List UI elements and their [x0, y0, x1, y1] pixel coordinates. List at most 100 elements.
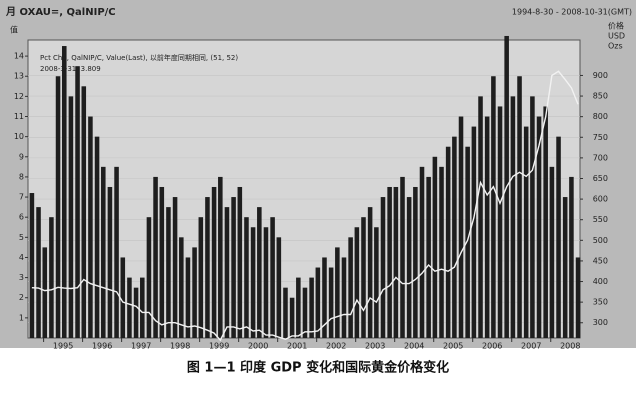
bar: [517, 76, 522, 339]
bar: [153, 176, 158, 338]
bar: [328, 267, 334, 338]
bar: [471, 126, 477, 338]
y2-tick-label: 750: [593, 133, 608, 142]
bar: [341, 257, 347, 338]
x-tick-label: 2002: [326, 342, 346, 351]
bar: [101, 166, 106, 338]
bar: [244, 217, 249, 338]
y2-tick-label: 300: [593, 318, 608, 327]
bar: [536, 116, 542, 338]
bar: [75, 66, 80, 339]
x-tick-label: 1996: [92, 342, 112, 351]
bar: [543, 106, 548, 338]
y-tick-label: 1: [19, 313, 24, 322]
bar: [270, 217, 275, 338]
bar: [192, 247, 197, 338]
y-tick-label: 6: [19, 213, 24, 222]
right-axis-unit: 价格: [608, 21, 624, 31]
y-tick-label: 13: [14, 72, 24, 81]
legend-line: 2008-3-31, 3.809: [40, 65, 101, 73]
bar: [205, 197, 210, 338]
bar: [276, 237, 282, 338]
bar: [237, 186, 243, 338]
y-tick-label: 4: [19, 253, 24, 262]
bar: [81, 86, 87, 338]
bar: [283, 287, 288, 338]
bar: [510, 96, 516, 338]
bar: [94, 136, 100, 338]
y2-tick-label: 800: [593, 112, 608, 121]
bar: [315, 267, 321, 338]
bar: [413, 186, 418, 338]
y2-tick-label: 900: [593, 71, 608, 80]
bar: [452, 136, 457, 338]
bar: [231, 197, 236, 338]
bar: [439, 166, 444, 338]
bar: [114, 166, 119, 338]
left-axis-unit: 值: [10, 25, 18, 35]
bar: [36, 207, 41, 338]
bar: [393, 186, 399, 338]
bar: [322, 257, 327, 338]
x-tick-label: 2004: [404, 342, 424, 351]
bar: [445, 146, 451, 338]
x-tick-label: 2005: [443, 342, 463, 351]
bar: [419, 166, 425, 338]
bar: [55, 76, 61, 339]
caption: 图 1—1 印度 GDP 变化和国际黄金价格变化: [187, 360, 449, 376]
bar: [426, 176, 431, 338]
x-tick-label: 1998: [170, 342, 190, 351]
bar: [107, 186, 113, 338]
bar: [68, 96, 74, 338]
x-tick-label: 2001: [287, 342, 307, 351]
header-left: 月 OXAU=, QalNIP/C: [5, 6, 116, 18]
y2-tick-label: 350: [593, 298, 608, 307]
bar: [575, 257, 581, 338]
bar: [335, 247, 340, 338]
y2-tick-label: 550: [593, 215, 608, 224]
legend-line: Pct Chg, QalNIP/C, Value(Last), 以前年度同期相同…: [40, 53, 238, 62]
bar: [127, 277, 132, 338]
right-axis-unit: Ozs: [608, 42, 623, 51]
bar: [406, 197, 412, 338]
bar: [348, 237, 353, 338]
gold-price-line: [31, 70, 579, 342]
bar: [387, 186, 392, 338]
bar: [380, 197, 386, 338]
bar: [465, 146, 470, 338]
y-tick-label: 2: [19, 293, 24, 302]
bar: [562, 197, 568, 338]
bar: [140, 277, 145, 338]
bar: [88, 116, 93, 338]
bar: [257, 207, 262, 338]
bar: [458, 116, 464, 338]
y-tick-label: 10: [14, 132, 24, 141]
bar: [133, 287, 139, 338]
bar: [432, 156, 438, 338]
y2-tick-label: 500: [593, 236, 608, 245]
y-tick-label: 11: [14, 112, 24, 121]
y2-tick-label: 850: [593, 92, 608, 101]
x-tick-label: 2006: [482, 342, 502, 351]
x-tick-label: 1997: [131, 342, 151, 351]
bar: [198, 217, 204, 338]
bar: [556, 136, 561, 338]
y-tick-label: 5: [19, 233, 24, 242]
right-axis-unit: USD: [608, 32, 625, 41]
y-tick-label: 8: [19, 172, 24, 181]
y-tick-label: 14: [14, 52, 24, 61]
bar: [302, 287, 308, 338]
bar: [374, 227, 379, 338]
bar: [62, 46, 67, 339]
bar: [146, 217, 152, 338]
bar: [523, 126, 529, 338]
bar: [185, 257, 191, 338]
bar: [361, 217, 366, 338]
y2-tick-label: 650: [593, 174, 608, 183]
y-tick-label: 7: [19, 193, 24, 202]
x-tick-label: 1995: [53, 342, 73, 351]
header-right: 1994-8-30 - 2008-10-31(GMT): [512, 8, 632, 17]
bar: [530, 96, 535, 338]
y-tick-label: 9: [19, 152, 24, 161]
bar: [42, 247, 48, 338]
